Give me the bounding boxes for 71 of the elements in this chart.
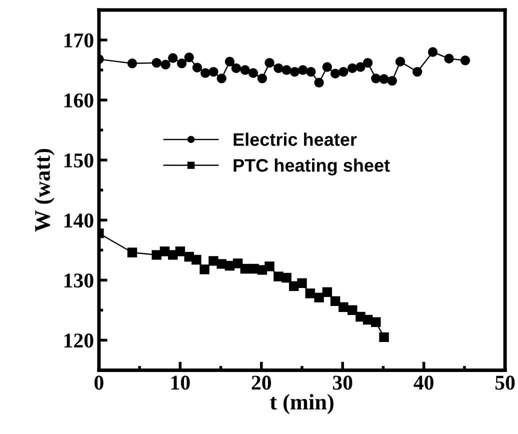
point xyxy=(224,56,235,66)
point xyxy=(330,296,340,306)
point xyxy=(264,58,274,68)
x-tick-label: 20 xyxy=(252,376,272,390)
point xyxy=(338,66,348,77)
point xyxy=(257,74,268,84)
point xyxy=(264,261,274,272)
point xyxy=(322,62,332,72)
point xyxy=(371,317,381,328)
x-tick-label: 0 xyxy=(94,376,104,390)
x-tick-label: 40 xyxy=(414,376,434,390)
point xyxy=(127,58,138,68)
point xyxy=(176,58,187,68)
point xyxy=(305,288,315,298)
point xyxy=(168,53,178,63)
x-tick-label: 10 xyxy=(171,376,190,390)
point xyxy=(184,52,194,62)
point xyxy=(274,63,284,74)
point xyxy=(314,292,324,302)
point xyxy=(387,76,398,86)
point xyxy=(356,62,366,72)
point xyxy=(240,65,250,75)
y-tick-label: 140 xyxy=(64,213,94,228)
point xyxy=(412,66,422,77)
point xyxy=(208,66,218,77)
point xyxy=(152,58,162,68)
y-tick-label: 150 xyxy=(64,153,94,168)
y-axis-title: W (watt) xyxy=(34,148,54,232)
point xyxy=(216,74,226,84)
point xyxy=(175,246,186,256)
point xyxy=(347,305,358,316)
x-tick-label: 50 xyxy=(495,376,515,390)
point xyxy=(330,68,340,78)
point xyxy=(314,78,324,88)
point xyxy=(290,66,300,77)
y-tick-label: 170 xyxy=(64,33,94,48)
legend-label: Electric heater xyxy=(234,132,357,146)
point xyxy=(306,66,316,77)
point xyxy=(200,68,210,78)
point xyxy=(460,56,470,66)
y-tick-label: 130 xyxy=(64,274,94,288)
point xyxy=(379,332,389,342)
point xyxy=(192,62,202,72)
y-tick-label: 160 xyxy=(64,93,94,108)
point xyxy=(297,278,307,288)
point xyxy=(216,259,226,269)
x-tick-label: 30 xyxy=(332,376,352,390)
point xyxy=(152,250,162,260)
point xyxy=(282,65,292,75)
point xyxy=(127,248,138,258)
point xyxy=(282,272,292,283)
y-tick-label: 120 xyxy=(64,334,94,348)
point xyxy=(298,65,308,75)
point xyxy=(200,264,210,274)
point xyxy=(444,54,454,64)
point xyxy=(428,47,438,57)
point xyxy=(395,56,406,66)
point xyxy=(231,63,242,74)
point xyxy=(248,68,258,78)
point xyxy=(322,287,332,298)
point xyxy=(362,58,373,68)
point xyxy=(274,272,284,282)
point xyxy=(160,60,170,70)
point xyxy=(371,74,381,84)
legend-label: PTC heating sheet xyxy=(234,158,390,176)
point xyxy=(338,302,348,312)
point xyxy=(192,254,202,265)
x-axis-title: t (min) xyxy=(270,394,334,414)
point xyxy=(208,256,218,266)
point xyxy=(347,63,358,74)
point xyxy=(379,74,389,84)
